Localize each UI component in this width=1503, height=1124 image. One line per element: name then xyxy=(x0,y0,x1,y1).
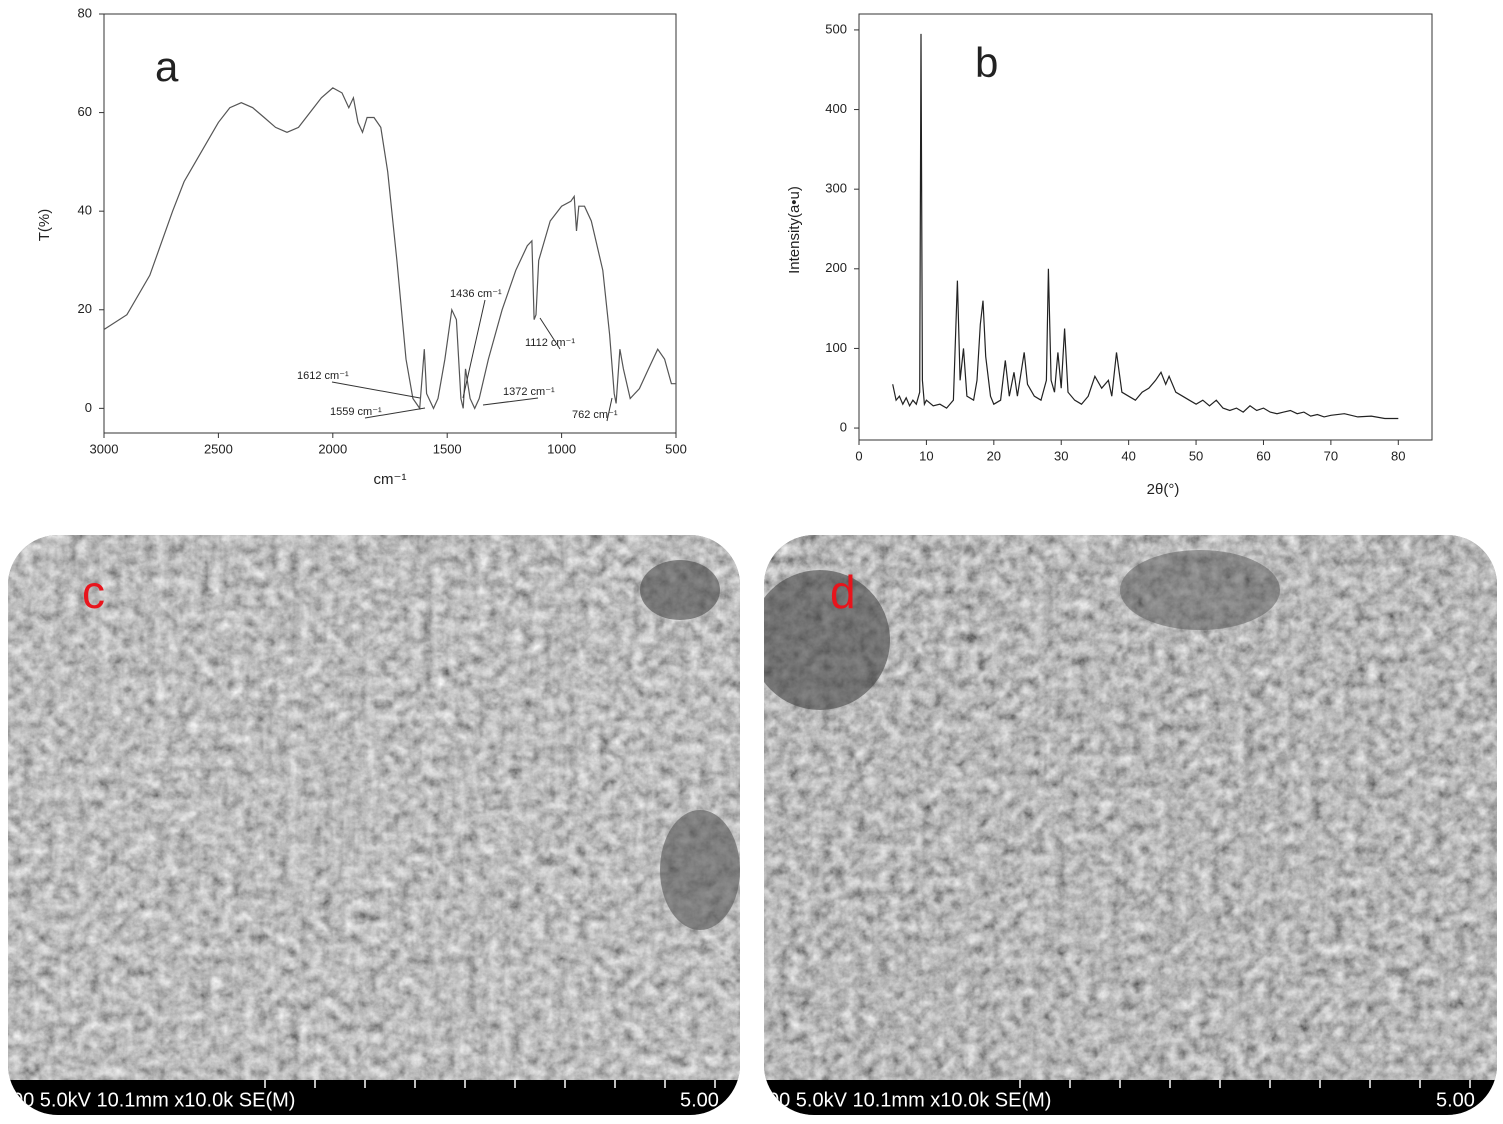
x-tick-label: 20 xyxy=(987,448,1001,463)
annotation: 1559 cm⁻¹ xyxy=(330,406,382,418)
y-tick-label: 0 xyxy=(840,419,847,434)
annotation: 1112 cm⁻¹ xyxy=(525,337,575,349)
sem-image: 00 5.0kV 10.1mm x10.0k SE(M) 5.00 xyxy=(764,535,1497,1115)
x-tick-label: 30 xyxy=(1054,448,1068,463)
x-tick-label: 1000 xyxy=(547,441,576,456)
annotation: 1612 cm⁻¹ xyxy=(297,370,349,382)
x-tick-label: 1500 xyxy=(433,441,462,456)
sem-scale: 5.00 xyxy=(1436,1089,1475,1111)
annotation-arrow xyxy=(539,317,561,350)
sem-scale: 5.00 xyxy=(680,1089,719,1111)
x-tick-label: 10 xyxy=(919,448,933,463)
plot-frame xyxy=(858,13,1433,441)
x-tick-label: 3000 xyxy=(90,441,119,456)
panel-letter: d xyxy=(830,566,856,618)
x-tick-label: 2000 xyxy=(318,441,347,456)
x-tick-label: 2500 xyxy=(204,441,233,456)
x-tick-label: 40 xyxy=(1121,448,1135,463)
annotation-arrow xyxy=(482,397,539,406)
annotation-arrow xyxy=(364,407,426,419)
y-tick-label: 80 xyxy=(78,5,92,20)
sem-image: 00 5.0kV 10.1mm x10.0k SE(M) 5.00 xyxy=(8,535,740,1115)
y-tick-label: 400 xyxy=(825,101,847,116)
x-tick-label: 0 xyxy=(855,448,862,463)
y-tick-label: 300 xyxy=(825,181,847,196)
x-tick-label: 60 xyxy=(1256,448,1270,463)
x-axis-label: cm⁻¹ xyxy=(374,471,407,488)
y-tick-label: 60 xyxy=(78,104,92,119)
x-tick-label: 500 xyxy=(665,441,687,456)
y-tick-label: 40 xyxy=(78,203,92,218)
annotation: 762 cm⁻¹ xyxy=(572,409,618,421)
y-axis-label: T(%) xyxy=(36,209,53,242)
y-tick-label: 0 xyxy=(85,400,92,415)
sem-info: 00 5.0kV 10.1mm x10.0k SE(M) xyxy=(12,1089,295,1111)
y-tick-label: 100 xyxy=(825,340,847,355)
y-axis-label: Intensity(a•u) xyxy=(786,186,803,274)
annotation-arrow xyxy=(331,381,421,399)
x-axis-label: 2θ(°) xyxy=(1147,481,1180,498)
panel-letter: c xyxy=(82,566,105,618)
annotation-arrow xyxy=(606,397,613,422)
panel-letter: a xyxy=(155,43,179,90)
annotation-arrow xyxy=(462,299,486,399)
x-tick-label: 80 xyxy=(1391,448,1405,463)
panel-letter: b xyxy=(975,39,998,86)
x-tick-label: 70 xyxy=(1324,448,1338,463)
x-tick-label: 50 xyxy=(1189,448,1203,463)
plot-frame xyxy=(103,13,677,434)
y-tick-label: 500 xyxy=(825,21,847,36)
sem-info: 00 5.0kV 10.1mm x10.0k SE(M) xyxy=(768,1089,1051,1111)
data-line xyxy=(892,33,1399,420)
data-line xyxy=(103,87,676,411)
y-tick-label: 20 xyxy=(78,301,92,316)
annotation: 1372 cm⁻¹ xyxy=(503,386,555,398)
y-tick-label: 200 xyxy=(825,260,847,275)
annotation: 1436 cm⁻¹ xyxy=(450,288,502,300)
